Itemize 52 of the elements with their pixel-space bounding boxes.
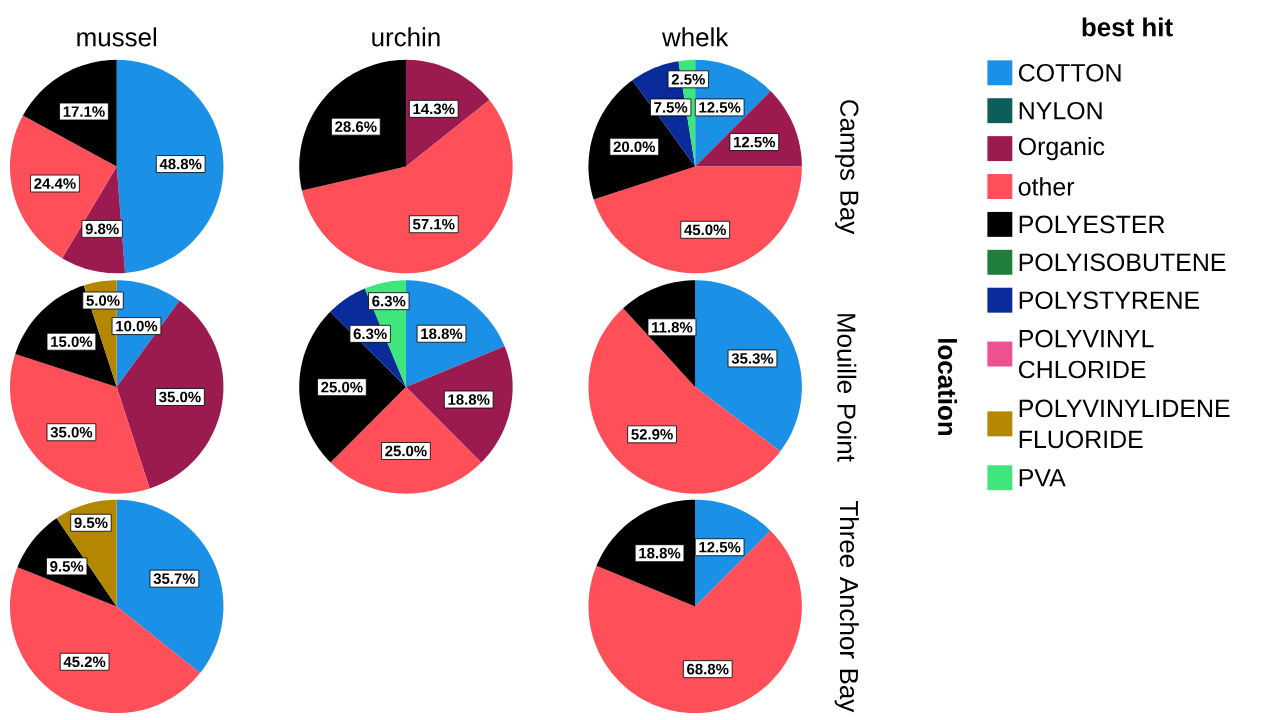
chart-title: whelk — [661, 27, 729, 47]
legend-label: POLYVINYL CHLORIDE — [1018, 329, 1154, 379]
data-label: 9.5% — [50, 560, 84, 572]
legend-label: POLYVINYLIDENE FLUORIDE — [1019, 399, 1230, 449]
chart-title: urchin — [372, 27, 440, 47]
data-label: 52.9% — [631, 428, 673, 440]
data-label: 12.5% — [699, 541, 741, 553]
data-label: 17.1% — [63, 106, 105, 117]
data-label: 12.5% — [734, 136, 776, 148]
data-label: 45.0% — [684, 224, 726, 235]
data-label: 2.5% — [671, 73, 705, 85]
data-label: 10.0% — [116, 320, 158, 332]
data-label: 6.3% — [353, 328, 387, 340]
text: Three Anchor Bay — [834, 500, 859, 713]
data-label: 57.1% — [413, 218, 455, 230]
data-label: 9.8% — [85, 223, 119, 235]
legend-label: POLYESTER — [1019, 215, 1165, 234]
data-label: 35.0% — [159, 391, 201, 403]
legend-label: other — [1018, 177, 1075, 196]
text: location — [937, 338, 958, 435]
data-label: 35.3% — [731, 353, 774, 364]
data-label: 6.3% — [372, 295, 406, 307]
data-label: 35.7% — [153, 573, 196, 584]
data-label: 14.3% — [413, 103, 455, 115]
text: Camps Bay — [835, 100, 859, 235]
data-label: 18.8% — [639, 547, 681, 559]
data-label: 25.0% — [321, 381, 363, 393]
data-label: 5.0% — [86, 295, 120, 306]
data-label: 20.0% — [613, 141, 656, 152]
data-label: 15.0% — [51, 336, 93, 347]
data-label: 45.2% — [63, 656, 106, 667]
legend-label: Organic — [1018, 136, 1105, 161]
legend-label: NYLON — [1019, 101, 1102, 120]
data-label: 18.8% — [421, 328, 463, 339]
data-label: 12.5% — [699, 101, 741, 113]
legend-label: COTTON — [1018, 63, 1121, 82]
data-label: 48.8% — [159, 158, 202, 170]
data-label: 35.0% — [50, 426, 93, 438]
data-label: 11.8% — [652, 321, 693, 333]
data-label: 68.8% — [687, 663, 729, 675]
legend-label: POLYSTYRENE — [1019, 291, 1200, 309]
chart-title: mussel — [77, 27, 157, 47]
text: Mouille Point — [837, 314, 857, 462]
legend-title: best hit — [1082, 17, 1173, 37]
data-label: 28.6% — [335, 121, 377, 132]
legend-label: POLYISOBUTENE — [1019, 253, 1226, 272]
data-label: 18.8% — [448, 394, 490, 405]
data-label: 24.4% — [34, 178, 76, 189]
data-label: 7.5% — [654, 102, 688, 113]
legend-label: PVA — [1019, 469, 1066, 487]
data-label: 9.5% — [74, 517, 108, 528]
data-label: 25.0% — [385, 445, 427, 457]
